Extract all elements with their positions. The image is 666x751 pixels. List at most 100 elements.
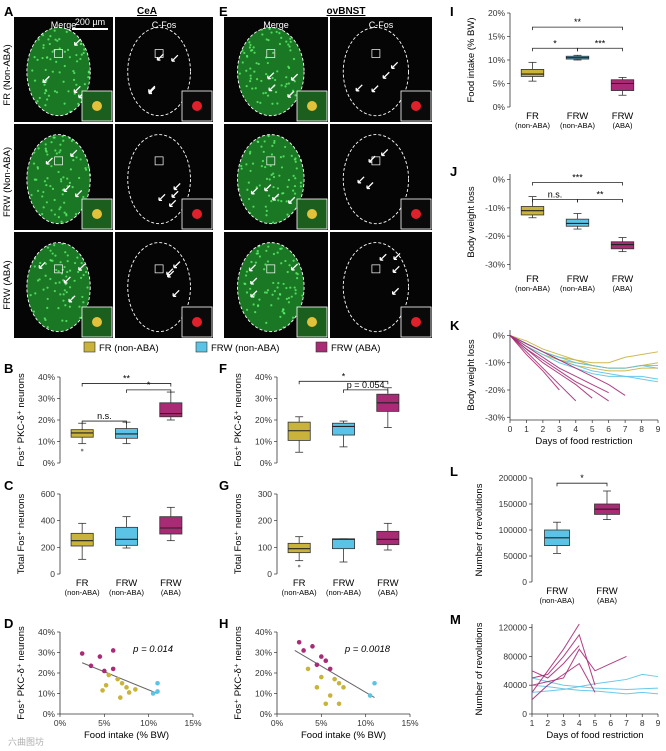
cea-merge-1-cell (53, 198, 56, 202)
chart-d-point (155, 689, 160, 694)
cea-merge-1-cell (62, 176, 65, 179)
ovbnst-merge-1-cell (276, 187, 280, 190)
chart-k-x-tick-label: 7 (623, 424, 628, 434)
ovbnst-merge-1-cell (240, 164, 243, 168)
cea-merge-2-cell (49, 277, 52, 281)
ovbnst-merge-1-cell (290, 154, 293, 157)
cea-merge-0-cell (47, 94, 51, 97)
cea-merge-1-cell (43, 180, 47, 183)
ovbnst-cfos-0-arrow-icon (371, 85, 379, 93)
chart-f-y-tick-label: 10% (255, 437, 272, 447)
chart-i-ylabel: Food intake (% BW) (466, 18, 477, 103)
ovbnst-merge-2-cell (301, 294, 304, 297)
ovbnst-cfos-2-arrow-icon (392, 265, 400, 273)
legend-label-frw-aba: FRW (ABA) (331, 343, 380, 354)
chart-j-sig-label: ** (596, 189, 604, 199)
region-title-cea: CeA (137, 6, 157, 17)
ovbnst-merge-0-cell (245, 85, 248, 88)
cea-merge-0-cell (87, 71, 90, 74)
cea-merge-1-cell (32, 162, 36, 165)
ovbnst-merge-1-cell (265, 214, 268, 217)
chart-m-series-line (531, 623, 580, 693)
chart-h-ylabel: Fos⁺ PKC-δ⁺ neurons (233, 626, 244, 720)
chart-c-box (159, 516, 183, 535)
ovbnst-merge-2-cell (285, 286, 288, 290)
cea-merge-1-cell (66, 177, 69, 180)
ovbnst-merge-0-cell (249, 77, 252, 80)
cea-merge-2-roi-box (54, 264, 63, 274)
ovbnst-merge-0-cell (253, 70, 256, 73)
chart-g-y-tick-label: 200 (258, 516, 272, 526)
chart-i-sig-label: ** (574, 17, 582, 27)
ovbnst-merge-0-cell (264, 91, 267, 94)
ovbnst-merge-0-arrow-icon (290, 73, 299, 81)
cea-cfos-0-arrow-icon (171, 54, 179, 62)
ovbnst-cfos-2-arrow-icon (391, 287, 400, 295)
chart-g-outlier (297, 564, 301, 568)
chart-d-point (110, 666, 116, 672)
chart-c-group-label: FRW (116, 578, 137, 589)
ovbnst-merge-1-arrow-icon (288, 196, 296, 204)
chart-f-y-tick-label: 20% (255, 415, 272, 425)
ovbnst-merge-1-cell (260, 165, 263, 168)
cea-cfos-0-roi-box (154, 49, 164, 58)
chart-l-y-tick-label: 50000 (503, 551, 527, 561)
ovbnst-merge-1-cell (269, 164, 272, 168)
ovbnst-merge-2-cell (254, 261, 258, 264)
ovbnst-merge-2-cell (265, 291, 268, 294)
cea-merge-2-cell (51, 252, 54, 255)
cea-merge-1-cell (57, 215, 60, 219)
chart-m-x-tick-label: 7 (624, 718, 629, 728)
chart-d: 0% 10% 20% 30% 40% Fos⁺ PKC-δ⁺ neurons 0% 5% 10%… (16, 626, 202, 741)
cea-merge-1-cell (68, 181, 72, 185)
chart-g-box (332, 538, 355, 550)
cea-merge-2-cell (79, 316, 82, 319)
cea-merge-2-cell (46, 297, 49, 301)
chart-d-xlabel: Food intake (% BW) (84, 730, 169, 741)
ovbnst-merge-1-cell (293, 184, 297, 188)
cea-merge-2-cell (73, 279, 76, 282)
cea-merge-1-cell (79, 158, 82, 161)
chart-i: 0%5%10%15%20%Food intake (% BW) *** ***FR(… (466, 8, 635, 130)
ovbnst-merge-0-cell (253, 51, 256, 54)
ovbnst-merge-0-cell (257, 62, 260, 66)
ovbnst-merge-0-cell (274, 78, 277, 82)
cea-merge-header: Merge (51, 20, 77, 30)
legend-swatch-frw-aba (315, 341, 328, 353)
cea-merge-2-inset-cell (92, 317, 102, 327)
chart-g-group-sublabel: (non-ABA) (282, 588, 318, 597)
ovbnst-merge-1-cell (280, 200, 283, 203)
ovbnst-merge-2-cell (291, 316, 295, 319)
chart-j-y-tick-label: 0% (493, 175, 506, 185)
panel-label-c: C (4, 478, 14, 493)
chart-c-ylabel: Total Fos⁺ neurons (16, 493, 27, 574)
chart-b-sig-bracket (81, 383, 172, 387)
panel-label-d: D (4, 616, 13, 631)
cea-merge-2-cell (64, 251, 67, 254)
chart-l-sig-label: * (580, 473, 584, 483)
ovbnst-merge-0-cell (285, 76, 288, 79)
chart-i-y-tick-label: 0% (493, 102, 506, 112)
cea-merge-2-cell (49, 249, 52, 252)
cea-merge-1-cell (55, 152, 58, 155)
chart-k-y-tick-label: -10% (485, 358, 505, 368)
ovbnst-merge-0-cell (243, 51, 246, 55)
ovbnst-merge-0-cell (251, 87, 254, 90)
cea-merge-1-roi-box (54, 156, 63, 166)
chart-m-x-tick-label: 8 (640, 718, 645, 728)
chart-h-x-tick-label: 15% (401, 718, 418, 728)
ovbnst-merge-1-cell (272, 175, 276, 179)
chart-j-group-sublabel: (non-ABA) (560, 284, 596, 293)
cea-merge-0-cell (65, 30, 68, 34)
ovbnst-merge-0-cell (245, 69, 248, 72)
ovbnst-merge-2-cell (256, 304, 260, 308)
ovbnst-merge-1-cell (261, 159, 265, 163)
ovbnst-merge-0-roi-box (266, 49, 276, 58)
ovbnst-merge-2-cell (245, 291, 249, 294)
chart-d-x-tick-label: 0% (54, 718, 67, 728)
chart-l: 0 50000 100000 150000 200000 Number of revolu… (474, 473, 620, 605)
chart-j-box (610, 241, 635, 250)
chart-c-box (70, 532, 94, 547)
cea-merge-2-cell (81, 295, 84, 299)
